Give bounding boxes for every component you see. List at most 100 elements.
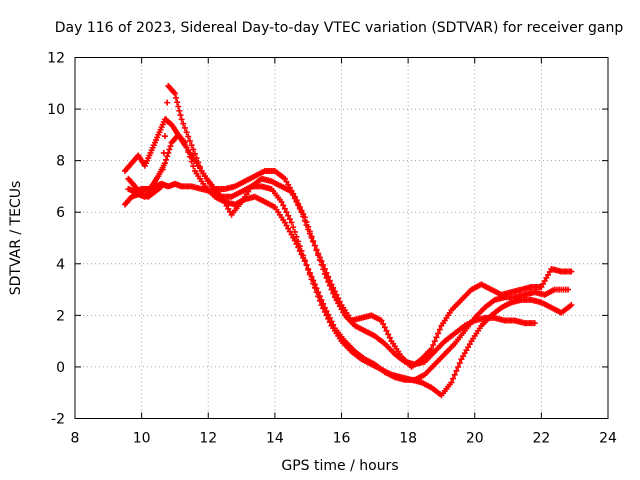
- data-point-marker: [380, 320, 387, 327]
- data-point-marker: [293, 233, 300, 240]
- y-tick-label: 8: [56, 154, 65, 170]
- x-tick-label: 18: [399, 431, 417, 447]
- data-point-marker: [290, 234, 297, 241]
- data-point-marker: [465, 344, 472, 351]
- data-point-marker: [286, 216, 293, 223]
- x-tick-label: 8: [71, 431, 80, 447]
- data-point-marker: [455, 363, 462, 370]
- data-point-marker: [283, 209, 290, 216]
- data-point-marker: [283, 178, 290, 185]
- data-point-marker: [331, 288, 338, 295]
- data-point-marker: [196, 163, 203, 170]
- data-point-marker: [183, 144, 190, 151]
- data-point-marker: [323, 312, 330, 319]
- data-point-marker: [540, 280, 547, 287]
- data-point-marker: [453, 367, 460, 374]
- data-point-marker: [325, 273, 332, 280]
- data-point-marker: [178, 116, 185, 123]
- data-point-marker: [181, 124, 188, 131]
- data-point-marker: [435, 330, 442, 337]
- y-axis-label: SDTVAR / TECUs: [8, 181, 24, 296]
- data-point-marker: [303, 262, 310, 269]
- data-point-marker: [463, 347, 470, 354]
- series-trace-3: [125, 180, 575, 399]
- x-tick-label: 16: [333, 431, 351, 447]
- y-tick-label: 2: [56, 308, 65, 324]
- data-point-marker: [323, 269, 330, 276]
- data-point-marker: [325, 315, 332, 322]
- x-tick-label: 22: [532, 431, 550, 447]
- data-point-marker: [193, 155, 200, 162]
- grid: [75, 57, 608, 419]
- data-point-marker: [188, 142, 195, 149]
- data-point-marker: [285, 212, 292, 219]
- data-point-marker: [568, 302, 575, 309]
- data-point-marker: [285, 181, 292, 188]
- data-point-marker: [531, 320, 538, 327]
- data-point-marker: [183, 129, 190, 136]
- data-point-marker: [328, 281, 335, 288]
- data-point-marker: [301, 257, 308, 264]
- data-point-marker: [545, 271, 552, 278]
- data-point-marker: [336, 298, 343, 305]
- data-point-marker: [295, 238, 302, 245]
- data-point-marker: [306, 271, 313, 278]
- data-point-marker: [177, 112, 184, 119]
- data-point-marker: [301, 217, 308, 224]
- data-point-marker: [316, 254, 323, 261]
- data-point-marker: [171, 90, 178, 97]
- data-point-marker: [175, 103, 182, 110]
- data-point-marker: [428, 345, 435, 352]
- data-point-marker: [460, 353, 467, 360]
- y-tick-label: 12: [47, 51, 65, 67]
- data-point-marker: [298, 209, 305, 216]
- data-point-marker: [161, 133, 168, 140]
- data-point-marker: [288, 231, 295, 238]
- data-point-marker: [456, 360, 463, 367]
- data-point-marker: [321, 308, 328, 315]
- data-point-marker: [450, 375, 457, 382]
- data-point-marker: [288, 188, 295, 195]
- data-point-marker: [166, 146, 173, 153]
- data-point-marker: [300, 213, 307, 220]
- data-point-marker: [448, 379, 455, 386]
- data-point-marker: [305, 266, 312, 273]
- x-tick-label: 14: [266, 431, 284, 447]
- data-point-marker: [385, 331, 392, 338]
- data-point-marker: [158, 183, 165, 190]
- data-point-marker: [296, 243, 303, 250]
- y-tick-label: 10: [47, 102, 65, 118]
- data-point-marker: [176, 107, 183, 114]
- data-point-marker: [290, 192, 297, 199]
- data-point-marker: [163, 116, 170, 123]
- data-point-marker: [164, 153, 171, 160]
- data-point-marker: [185, 149, 192, 156]
- data-point-marker: [161, 160, 168, 167]
- data-point-marker: [160, 149, 167, 156]
- data-point-marker: [300, 252, 307, 259]
- data-point-marker: [543, 274, 550, 281]
- data-point-marker: [310, 238, 317, 245]
- y-tick-label: 0: [56, 360, 65, 376]
- data-point-marker: [186, 153, 193, 160]
- data-point-marker: [305, 226, 312, 233]
- data-point-marker: [333, 291, 340, 298]
- data-point-marker: [188, 158, 195, 165]
- x-tick-label: 12: [199, 431, 217, 447]
- data-point-marker: [451, 371, 458, 378]
- data-point-marker: [218, 193, 225, 200]
- data-point-marker: [291, 195, 298, 202]
- data-point-marker: [386, 334, 393, 341]
- x-tick-label: 24: [599, 431, 617, 447]
- data-point-marker: [164, 99, 171, 106]
- data-point-marker: [381, 324, 388, 331]
- chart-title: Day 116 of 2023, Sidereal Day-to-day VTE…: [55, 20, 624, 36]
- data-point-marker: [283, 222, 290, 229]
- data-point-marker: [281, 205, 288, 212]
- data-point-marker: [568, 268, 575, 275]
- data-point-marker: [430, 342, 437, 349]
- data-series: [121, 82, 575, 399]
- data-point-marker: [191, 150, 198, 157]
- data-point-marker: [433, 334, 440, 341]
